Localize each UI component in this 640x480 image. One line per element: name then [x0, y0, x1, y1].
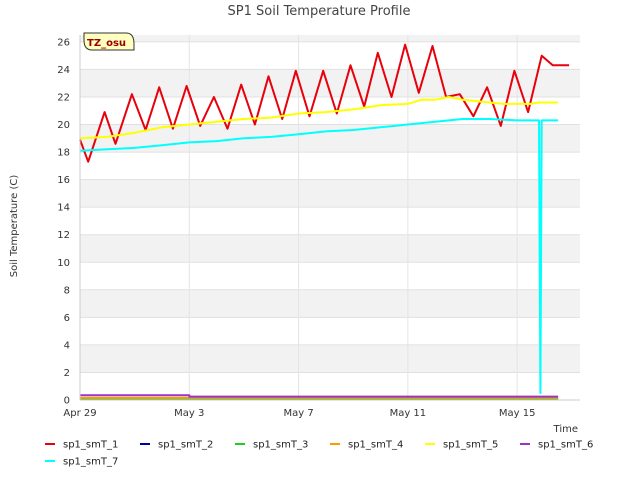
chart-title: SP1 Soil Temperature Profile [228, 4, 411, 19]
grid-band [80, 289, 580, 318]
x-tick-label: May 3 [174, 408, 204, 419]
series-lines [79, 43, 570, 401]
series-line-sp1_smT_6 [80, 394, 559, 398]
grid-band [80, 344, 580, 373]
y-tick-label: 20 [57, 120, 70, 131]
x-axis-label: Time [553, 424, 578, 435]
x-tick-label: May 15 [499, 408, 536, 419]
y-tick-label: 0 [64, 396, 70, 407]
y-axis-label: Soil Temperature (C) [9, 175, 20, 278]
y-tick-label: 26 [57, 37, 70, 48]
legend-label: sp1_smT_1 [63, 440, 118, 451]
legend-label: sp1_smT_5 [443, 440, 498, 451]
x-tick-label: Apr 29 [63, 408, 96, 419]
grid-band [80, 234, 580, 263]
y-tick-label: 24 [57, 65, 70, 76]
grid-band [80, 179, 580, 208]
y-tick-label: 10 [57, 258, 70, 269]
grid-bands [80, 35, 580, 373]
legend-label: sp1_smT_4 [348, 440, 403, 451]
y-tick-label: 8 [64, 285, 70, 296]
x-axis-ticks: Apr 29 May 3 May 7 May 11 May 15 [63, 408, 535, 419]
y-tick-label: 2 [64, 368, 70, 379]
legend-label: sp1_smT_2 [158, 440, 213, 451]
y-tick-label: 18 [57, 148, 70, 159]
series-line-sp1_smT_7 [79, 118, 559, 395]
tz-badge-box [83, 32, 135, 51]
y-tick-label: 14 [57, 203, 70, 214]
legend-label: sp1_smT_3 [253, 440, 308, 451]
x-tick-label: May 7 [283, 408, 313, 419]
x-tick-label: May 11 [390, 408, 427, 419]
y-tick-label: 22 [57, 92, 70, 103]
y-tick-label: 12 [57, 230, 70, 241]
legend: sp1_smT_1 sp1_smT_2 sp1_smT_3 sp1_smT_4 sp1_… [45, 440, 593, 468]
y-tick-label: 6 [64, 313, 70, 324]
tz-badge-text: TZ_osu [87, 38, 126, 49]
y-tick-label: 4 [64, 340, 70, 351]
grid-band [80, 124, 580, 153]
series-line-sp1_smT_5 [79, 96, 559, 140]
legend-label: sp1_smT_6 [538, 440, 593, 451]
grid-band [80, 35, 580, 42]
tz-badge: TZ_osu [83, 32, 135, 51]
y-tick-label: 16 [57, 175, 70, 186]
legend-label: sp1_smT_7 [63, 457, 118, 468]
